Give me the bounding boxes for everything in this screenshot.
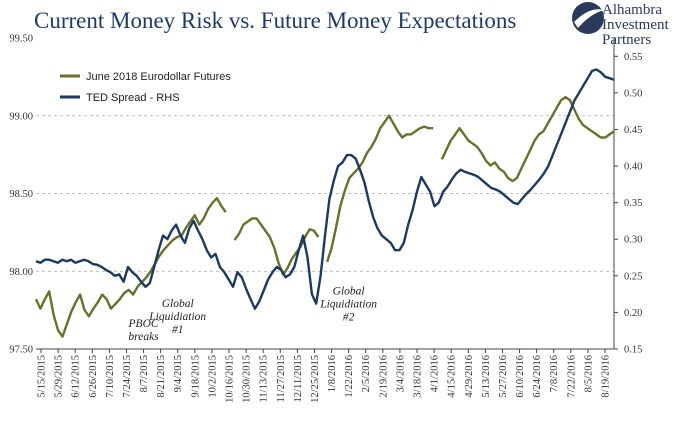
y-right-tick-label: 0.20: [624, 308, 642, 319]
x-tick-label: 9/4/2015: [173, 355, 184, 392]
right-axis: 0.15 0.20 0.25 0.30 0.35 0.40 0.45 0.50 0.55: [613, 38, 642, 356]
logo-line-3: Partners: [602, 32, 651, 48]
x-tick-label: 8/21/2015: [156, 355, 167, 398]
y-right-tick-label: 0.40: [624, 162, 642, 173]
x-tick-label: 1/22/2016: [344, 355, 355, 398]
x-tick-label: 5/15/2015: [37, 355, 48, 398]
logo: Alhambra Investment Partners: [572, 2, 669, 48]
annotations: PBOCbreaksGlobalLiquidiation#1GlobalLiqu…: [128, 286, 378, 344]
x-tick-label: 3/4/2016: [395, 355, 406, 392]
x-tick-label: 12/25/2015: [310, 355, 321, 403]
legend-label-eurodollar: June 2018 Eurodollar Futures: [86, 71, 231, 83]
x-tick-label: 4/15/2016: [447, 355, 458, 398]
x-tick-label: 1/8/2016: [327, 355, 338, 392]
x-tick-label: 11/13/2015: [259, 355, 270, 402]
series-ted-spread: [35, 68, 615, 310]
y-left-tick-label: 99.00: [9, 111, 33, 122]
y-right-tick-label: 0.45: [624, 125, 642, 136]
annotation-text: Global: [333, 286, 365, 298]
x-tick-label: 5/13/2016: [481, 355, 492, 398]
logo-mark-swoosh-icon: [574, 9, 604, 28]
x-tick-label: 7/10/2015: [105, 355, 116, 398]
plot-lines: [34, 68, 615, 338]
y-left-tick-label: 97.50: [9, 345, 33, 356]
x-tick-label: 6/24/2016: [532, 355, 543, 398]
y-left-tick-label: 98.50: [9, 189, 33, 200]
x-tick-label: 10/16/2015: [225, 355, 236, 403]
annotation-text: Liquidiation: [148, 311, 206, 323]
x-tick-label: 2/19/2016: [378, 355, 389, 398]
x-tick-label: 6/26/2015: [88, 355, 99, 398]
logo-line-1: Alhambra: [602, 2, 662, 18]
legend: June 2018 Eurodollar Futures TED Spread …: [60, 71, 231, 104]
x-tick-label: 10/2/2015: [207, 355, 218, 398]
y-right-tick-label: 0.25: [624, 271, 642, 282]
x-tick-label: 7/22/2016: [566, 355, 577, 398]
x-tick-label: 7/24/2015: [122, 355, 133, 398]
y-left-tick-label: 98.00: [9, 267, 33, 278]
x-tick-label: 12/11/2015: [293, 355, 304, 402]
x-tick-label: 10/30/2015: [242, 355, 253, 403]
x-tick-label: 6/10/2016: [515, 355, 526, 398]
y-left-tick-label: 99.50: [9, 34, 33, 45]
series-line-eurodollar: [34, 95, 615, 338]
y-right-tick-label: 0.30: [624, 235, 642, 246]
x-tick-label: 8/5/2016: [583, 355, 594, 392]
legend-label-ted-spread: TED Spread - RHS: [86, 92, 180, 104]
annotation-text: #1: [172, 324, 184, 336]
annotation-text: Global: [162, 298, 194, 310]
x-tick-label: 5/29/2015: [54, 355, 65, 398]
x-tick-label: 9/18/2015: [190, 355, 201, 398]
x-tick-label: 6/12/2015: [71, 355, 82, 398]
series-eurodollar: [34, 95, 615, 338]
x-tick-label: 2/5/2016: [361, 355, 372, 392]
y-right-tick-label: 0.50: [624, 88, 642, 99]
x-tick-label: 4/29/2016: [464, 355, 475, 398]
x-axis: 5/15/2015 5/29/2015 6/12/2015 6/26/2015 7/10…: [36, 348, 614, 403]
logo-line-2: Investment: [602, 17, 669, 33]
x-tick-label: 8/19/2016: [601, 355, 612, 398]
x-tick-label: 11/27/2015: [276, 355, 287, 402]
x-tick-label: 7/8/2016: [549, 355, 560, 392]
series-line-ted-spread: [35, 68, 615, 310]
y-right-tick-label: 0.55: [624, 52, 642, 63]
x-tick-label: 5/27/2016: [498, 355, 509, 398]
x-tick-label: 8/7/2015: [139, 355, 150, 392]
y-right-tick-label: 0.35: [624, 198, 642, 209]
chart-title: Current Money Risk vs. Future Money Expe…: [34, 8, 516, 33]
y-right-tick-label: 0.15: [624, 345, 642, 356]
annotation-text: #2: [343, 312, 355, 324]
x-tick-label: 3/18/2016: [413, 355, 424, 398]
annotation-text: Liquidiation: [319, 299, 377, 311]
left-axis: 97.50 98.00 98.50 99.00 99.50: [9, 34, 33, 356]
annotation-text: PBOC: [128, 318, 159, 330]
x-tick-label: 4/1/2016: [430, 355, 441, 392]
annotation-text: breaks: [128, 331, 159, 343]
